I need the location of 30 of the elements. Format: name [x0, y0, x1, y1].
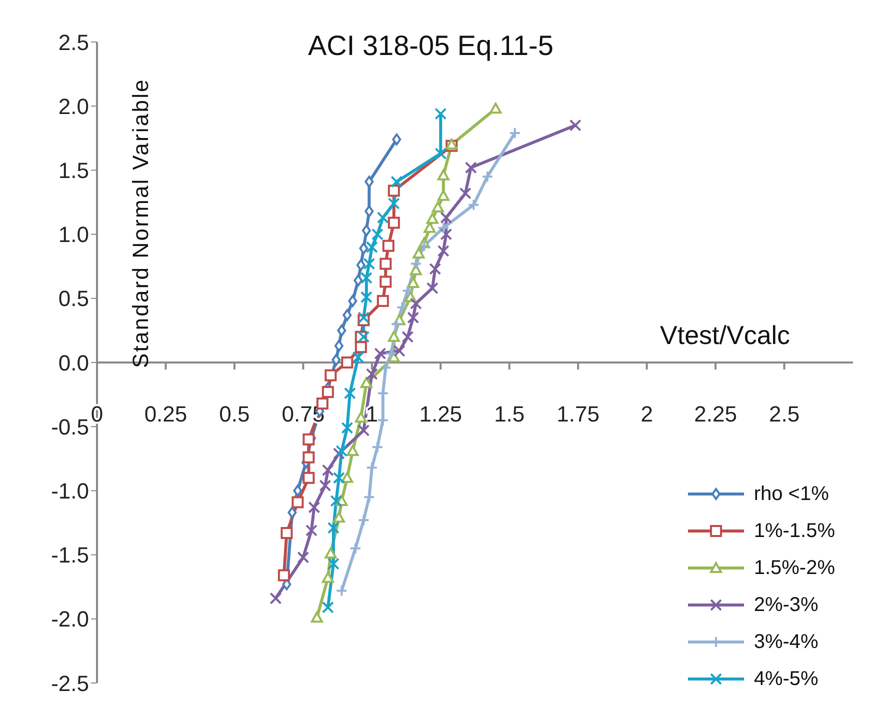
y-tick-label: -2.0: [51, 606, 89, 632]
chart-title: ACI 318-05 Eq.11-5: [308, 30, 554, 62]
x-tick-label: 1.75: [556, 402, 600, 426]
legend-label: 2%-3%: [754, 594, 818, 616]
y-tick-label: -1.0: [51, 478, 89, 504]
legend-label: 1%-1.5%: [754, 520, 835, 542]
x-tick-label: 1.5: [494, 402, 525, 426]
x-tick-label: 0.5: [219, 402, 250, 426]
y-tick-label: 1.5: [58, 158, 89, 184]
y-tick-label: -0.5: [51, 414, 89, 440]
x-tick-label: 1: [366, 402, 378, 426]
x-tick-label: 1.25: [419, 402, 462, 426]
x-tick-label: 2.5: [768, 402, 800, 426]
legend-label: 1.5%-2%: [754, 556, 835, 580]
y-tick-label: -1.5: [51, 542, 89, 568]
x-tick-label: 0: [90, 402, 104, 426]
y-tick-label: -2.5: [51, 670, 89, 696]
y-tick-label: 0.0: [58, 350, 89, 376]
x-tick-label: 2: [640, 402, 653, 426]
y-tick-label: 0.5: [58, 286, 89, 312]
y-tick-label: 1.0: [58, 222, 89, 248]
y-axis-title: Standard Normal Variable: [128, 77, 154, 368]
legend-label: 4%-5%: [754, 668, 818, 690]
x-tick-label: 0.25: [144, 402, 188, 426]
x-tick-label: 2.25: [694, 402, 737, 426]
legend-label: rho <1%: [754, 482, 829, 506]
y-tick-label: 2.5: [58, 30, 89, 55]
x-axis-title: Vtest/Vcalc: [660, 320, 790, 351]
y-tick-label: 2.0: [58, 94, 89, 119]
legend-label: 3%-4%: [754, 630, 818, 654]
